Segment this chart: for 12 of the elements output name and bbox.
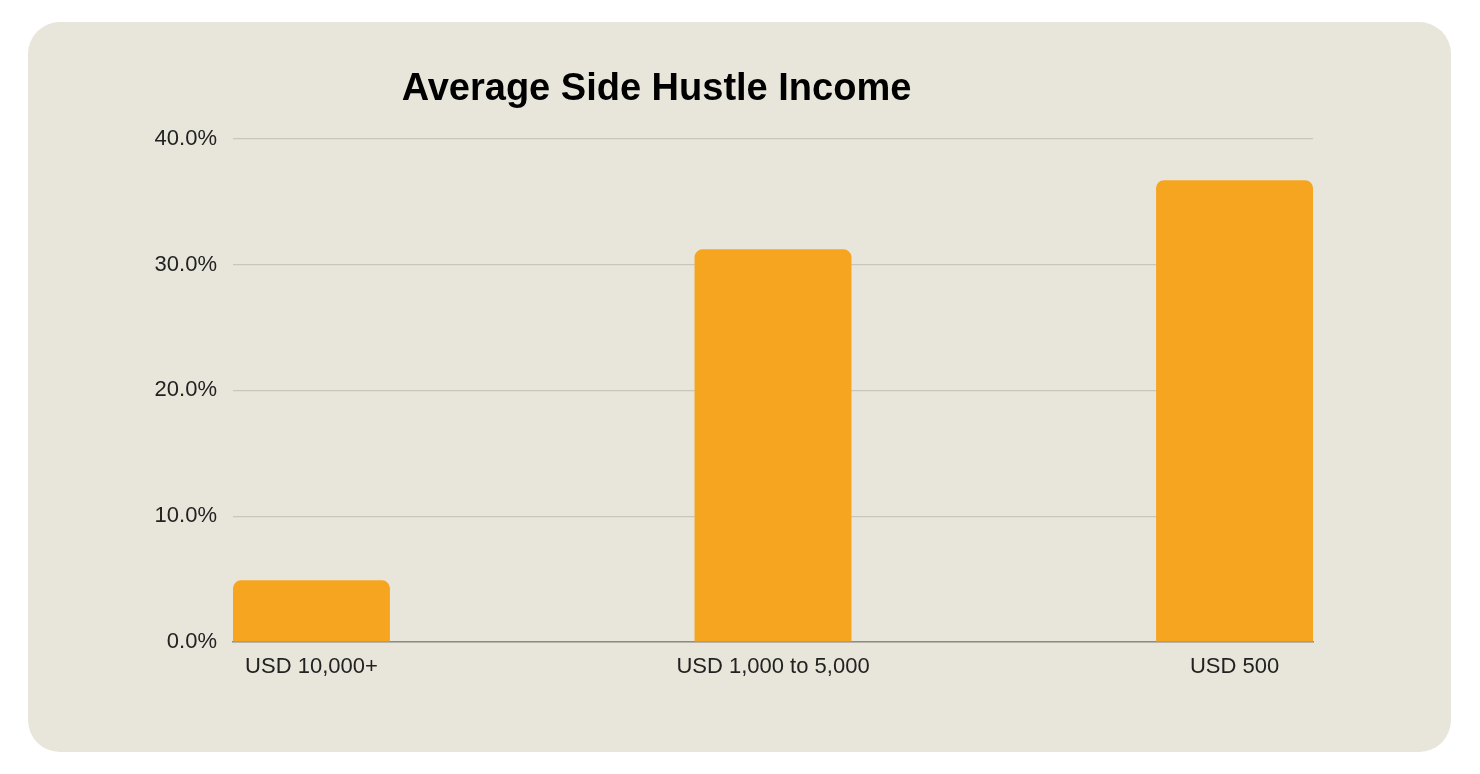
- x-tick-label: USD 500: [1189, 653, 1280, 679]
- y-tick-label: 20.0%: [154, 376, 217, 402]
- bar: [233, 580, 390, 642]
- x-tick-label: USD 1,000 to 5,000: [676, 653, 870, 679]
- bar: [694, 249, 852, 642]
- y-tick-label: 0.0%: [166, 628, 217, 654]
- y-tick-label: 10.0%: [154, 502, 217, 528]
- y-tick-label: 30.0%: [154, 250, 217, 276]
- bar: [1156, 180, 1313, 642]
- chart-title: Average Side Hustle Income: [401, 66, 912, 109]
- x-tick-label: USD 10,000+: [245, 653, 378, 679]
- y-tick-label: 40.0%: [154, 124, 217, 150]
